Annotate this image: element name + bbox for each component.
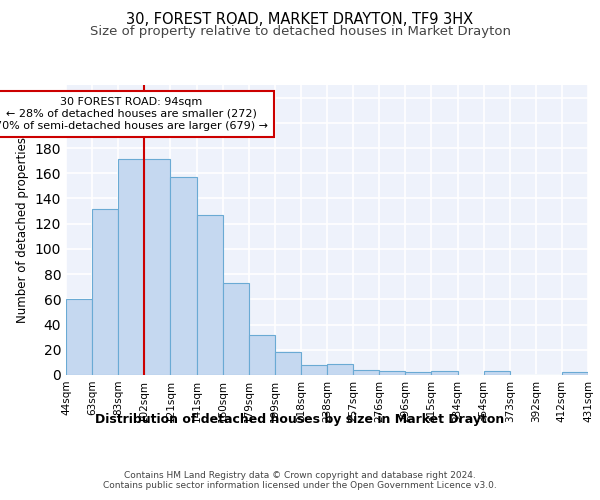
- Bar: [562, 372, 588, 375]
- Bar: [353, 370, 379, 375]
- Bar: [327, 364, 353, 375]
- Bar: [170, 177, 197, 375]
- Bar: [118, 160, 145, 375]
- Text: Contains HM Land Registry data © Crown copyright and database right 2024.
Contai: Contains HM Land Registry data © Crown c…: [103, 470, 497, 490]
- Text: 30 FOREST ROAD: 94sqm
← 28% of detached houses are smaller (272)
70% of semi-det: 30 FOREST ROAD: 94sqm ← 28% of detached …: [0, 98, 268, 130]
- Text: Size of property relative to detached houses in Market Drayton: Size of property relative to detached ho…: [89, 25, 511, 38]
- Bar: [145, 160, 170, 375]
- Text: 30, FOREST ROAD, MARKET DRAYTON, TF9 3HX: 30, FOREST ROAD, MARKET DRAYTON, TF9 3HX: [127, 12, 473, 28]
- Bar: [249, 334, 275, 375]
- Text: Distribution of detached houses by size in Market Drayton: Distribution of detached houses by size …: [95, 412, 505, 426]
- Y-axis label: Number of detached properties: Number of detached properties: [16, 137, 29, 323]
- Bar: [379, 371, 406, 375]
- Bar: [223, 283, 249, 375]
- Bar: [197, 215, 223, 375]
- Bar: [406, 372, 431, 375]
- Bar: [66, 300, 92, 375]
- Bar: [92, 208, 118, 375]
- Bar: [275, 352, 301, 375]
- Bar: [484, 371, 510, 375]
- Bar: [431, 371, 458, 375]
- Bar: [301, 365, 327, 375]
